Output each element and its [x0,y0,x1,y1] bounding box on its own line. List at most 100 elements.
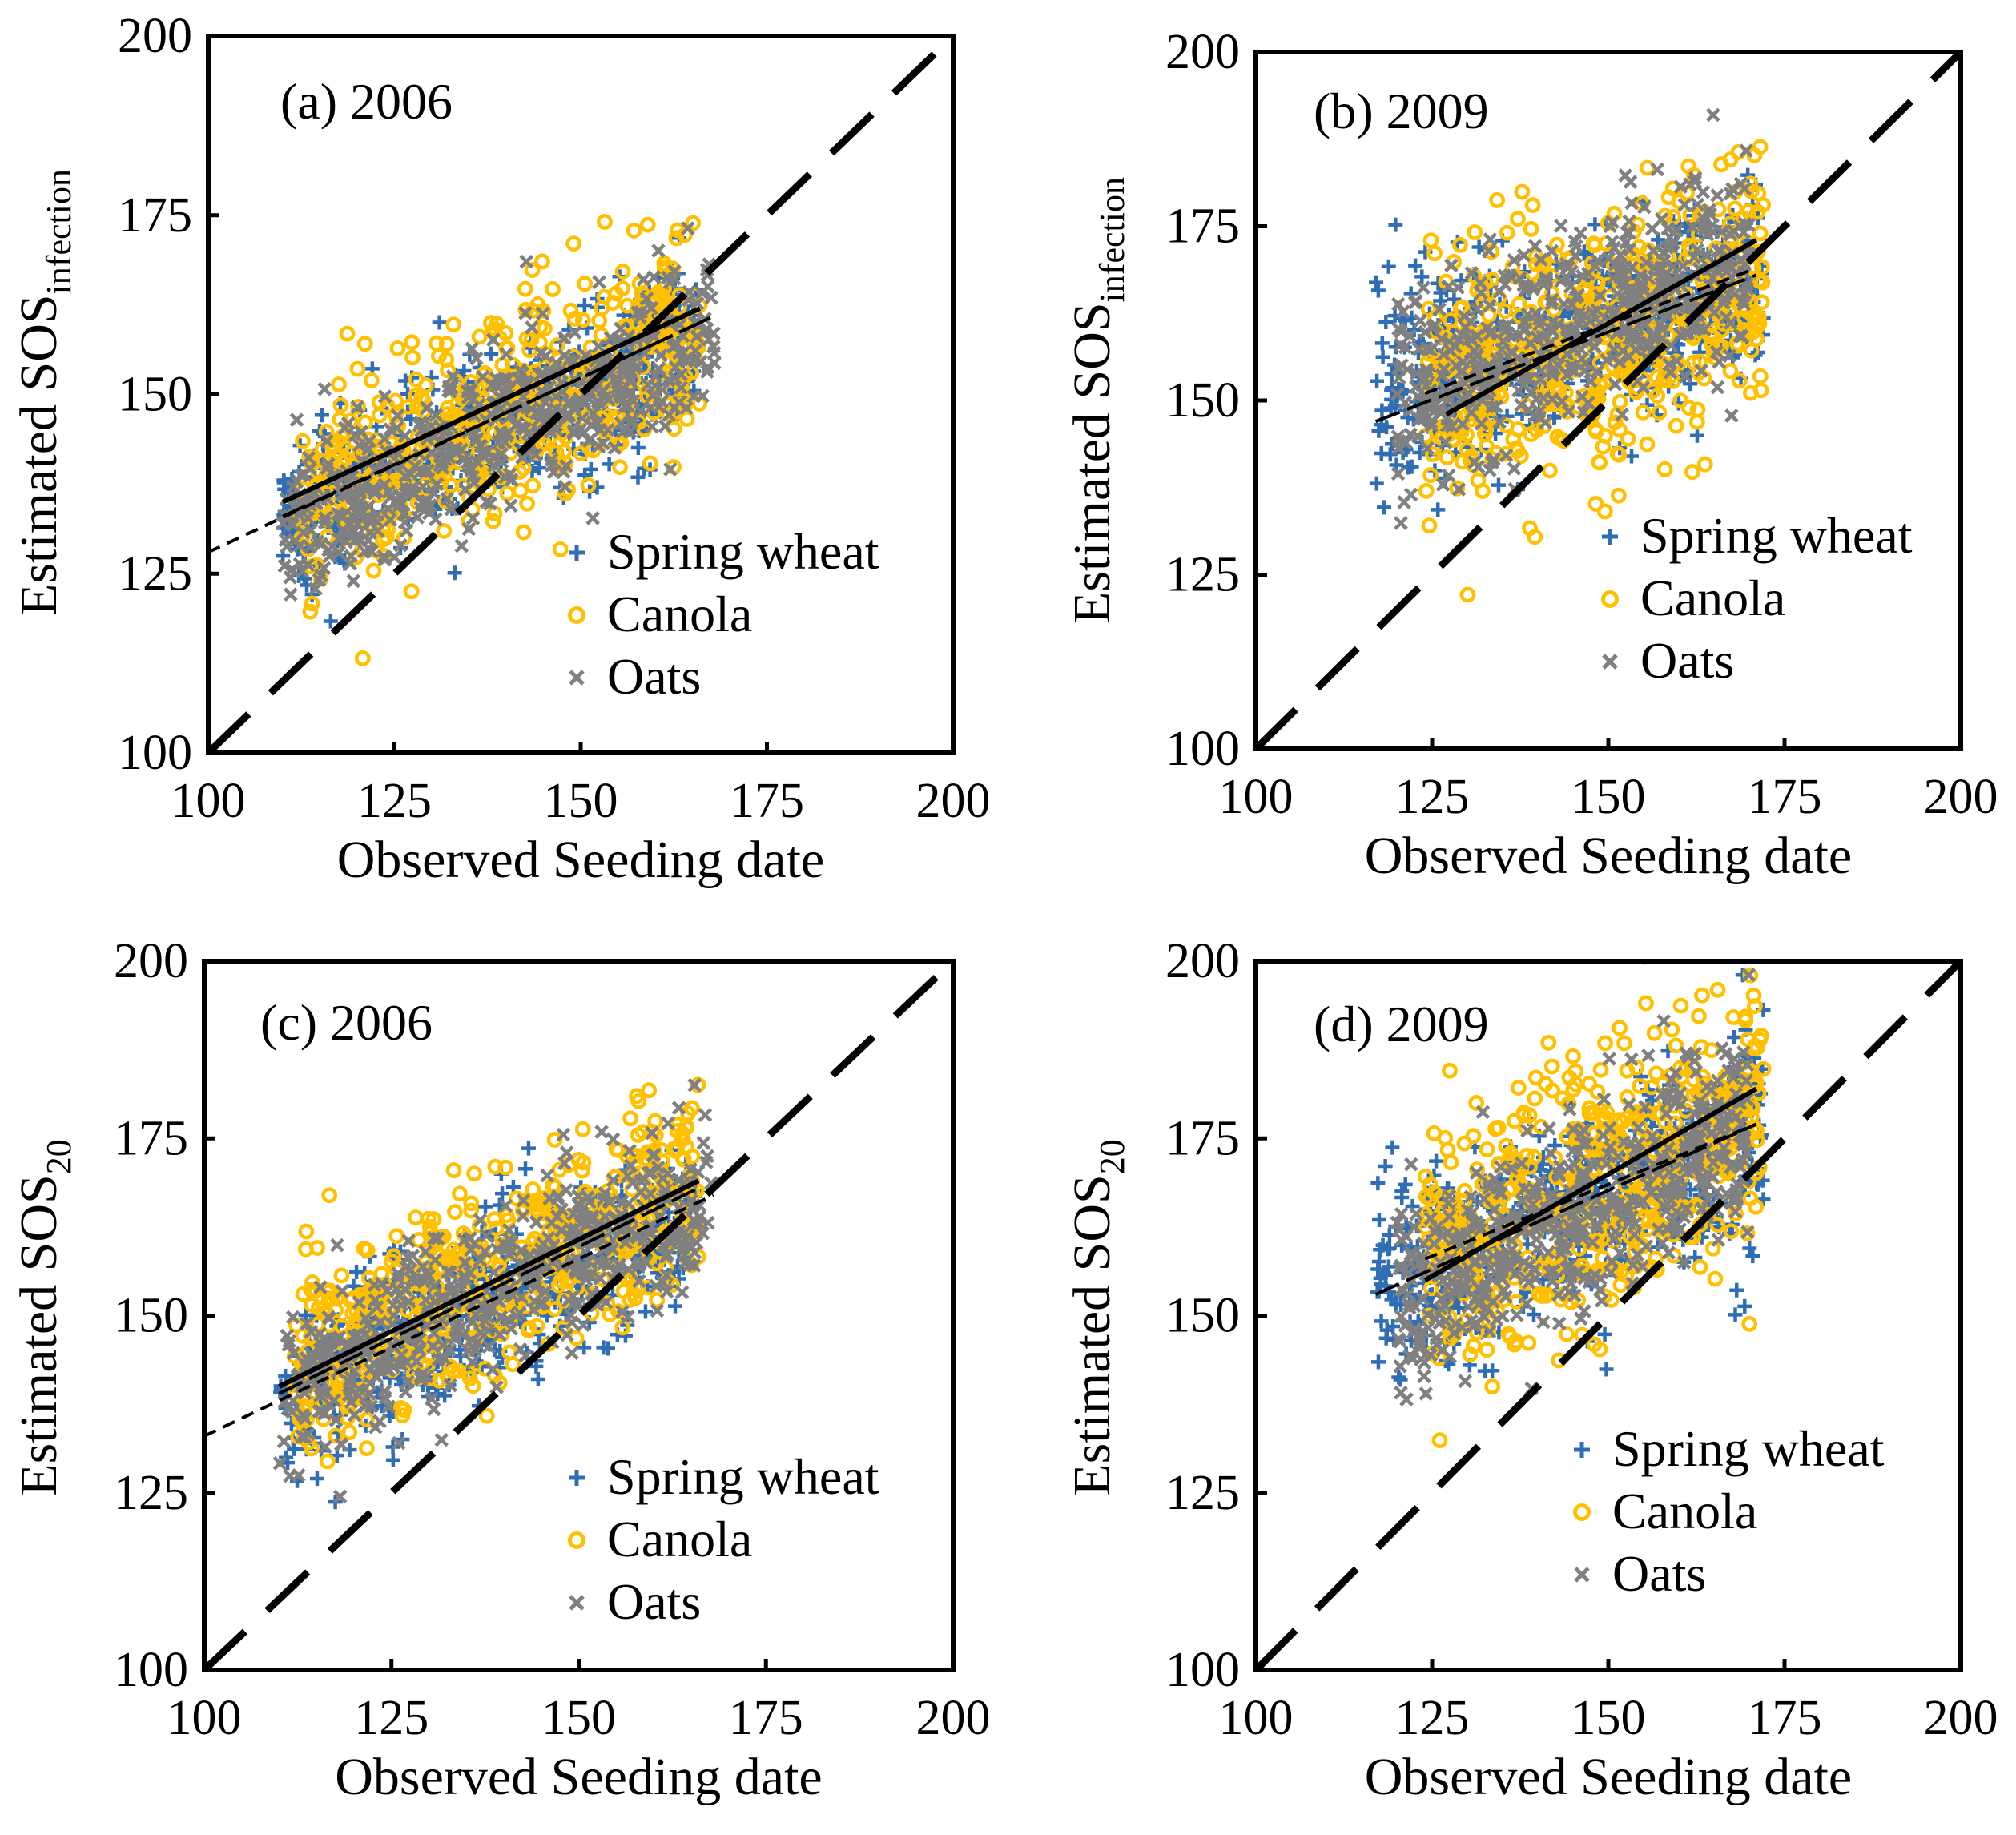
data-point-oats [1507,253,1522,268]
data-point-oats [1692,321,1707,336]
data-point-oats [585,1209,600,1224]
y-axis-title: Estimated SOSinfection [10,169,78,616]
data-point-canola [408,371,425,388]
data-point-canola [1696,456,1713,473]
data-point-oats [352,437,367,453]
data-point-canola [573,1162,590,1179]
data-point-canola [431,348,447,364]
data-point-oats [1444,258,1459,273]
data-point-canola [1422,467,1439,484]
data-point-oats [283,1468,297,1483]
data-point-canola [1688,413,1705,430]
data-point-oats [679,354,694,368]
data-point-canola [350,399,366,415]
y-tick-label: 100 [118,726,192,780]
data-point-oats [320,433,334,449]
data-point-oats [687,1077,702,1093]
data-point-oats [643,400,658,415]
data-point-oats [1484,324,1499,339]
data-point-spring_wheat [583,461,598,477]
data-point-oats [646,270,662,284]
data-point-oats [593,1271,607,1286]
data-point-oats [1717,291,1732,306]
data-point-canola [500,1212,517,1229]
x-tick-label: 200 [1924,770,1998,824]
data-point-canola [626,223,642,239]
data-point-oats [566,1207,581,1221]
data-point-oats [1435,368,1450,383]
data-point-oats [1426,392,1440,407]
data-point-oats [1546,364,1560,379]
data-point-oats [1615,275,1630,290]
data-point-oats [1526,282,1540,296]
data-point-canola [1648,369,1665,385]
data-point-canola [642,455,658,472]
data-point-canola [452,1185,468,1202]
data-point-oats [445,369,461,384]
data-point-oats [586,406,601,421]
data-point-oats [1488,369,1503,384]
data-point-oats [308,581,323,596]
data-point-oats [1536,391,1551,405]
y-tick-label: 200 [1165,25,1240,79]
data-point-oats [316,561,332,576]
data-point-canola [534,253,550,270]
data-point-oats [514,420,529,435]
data-point-canola [529,1318,545,1334]
data-point-oats [618,399,632,413]
data-point-oats [536,1296,550,1310]
data-point-oats [694,285,710,300]
data-point-canola [465,1378,481,1394]
data-point-oats [1424,418,1439,433]
data-point-oats [654,348,669,363]
data-point-oats [1710,380,1725,395]
data-point-oats [493,1327,507,1342]
data-point-oats [1669,354,1684,368]
data-point-canola [445,316,462,333]
legend-label-spring_wheat: Spring wheat [607,1448,879,1505]
data-point-canola [649,1292,666,1308]
data-point-oats [434,455,449,470]
data-point-oats [425,1391,439,1406]
data-point-canola [344,1306,360,1322]
data-point-oats [394,1348,409,1362]
data-point-canola [361,1270,377,1286]
data-point-canola [1467,224,1483,240]
y-axis-title-sub: infection [39,169,78,294]
data-point-oats [380,1362,395,1378]
data-point-oats [333,1437,348,1451]
data-point-oats [1700,227,1715,242]
y-axis-title: Estimated SOSinfection [1063,177,1132,624]
data-point-oats [312,573,327,587]
data-point-oats [651,243,666,258]
data-point-oats [489,1380,504,1394]
data-point-spring_wheat [1391,1370,1406,1385]
data-point-oats [1709,344,1724,360]
data-point-oats [328,1331,343,1346]
data-point-oats [1519,371,1535,386]
data-point-canola [612,459,629,476]
data-point-canola [684,1100,700,1117]
legend-marker-canola [1601,590,1619,608]
data-point-oats [559,458,573,473]
data-point-canola [328,1427,344,1444]
data-point-canola [1497,303,1513,320]
data-point-oats [1590,303,1604,318]
data-point-oats [614,1195,629,1209]
data-point-oats [1411,342,1426,356]
data-point-oats [443,1378,458,1393]
data-point-canola [356,1241,372,1257]
data-point-oats [318,1439,332,1455]
data-point-oats [1416,280,1431,295]
data-point-oats [1470,302,1484,316]
data-point-oats [413,1369,429,1384]
data-point-oats [1571,316,1587,331]
data-point-oats [1705,218,1720,232]
data-point-spring_wheat [577,1340,592,1355]
data-point-canola [438,336,455,352]
data-point-oats [654,394,669,409]
data-point-spring_wheat [1408,258,1423,273]
data-point-canola [532,334,549,351]
